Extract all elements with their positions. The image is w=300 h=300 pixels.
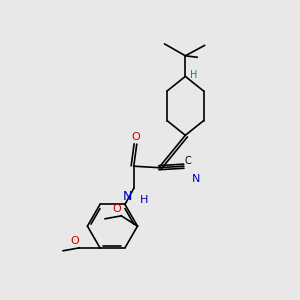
Text: O: O bbox=[131, 132, 140, 142]
Text: O: O bbox=[70, 236, 79, 246]
Text: H: H bbox=[140, 195, 149, 205]
Text: C: C bbox=[184, 156, 191, 166]
Text: O: O bbox=[112, 204, 121, 214]
Text: H: H bbox=[190, 70, 197, 80]
Text: N: N bbox=[123, 190, 132, 203]
Text: N: N bbox=[192, 174, 200, 184]
